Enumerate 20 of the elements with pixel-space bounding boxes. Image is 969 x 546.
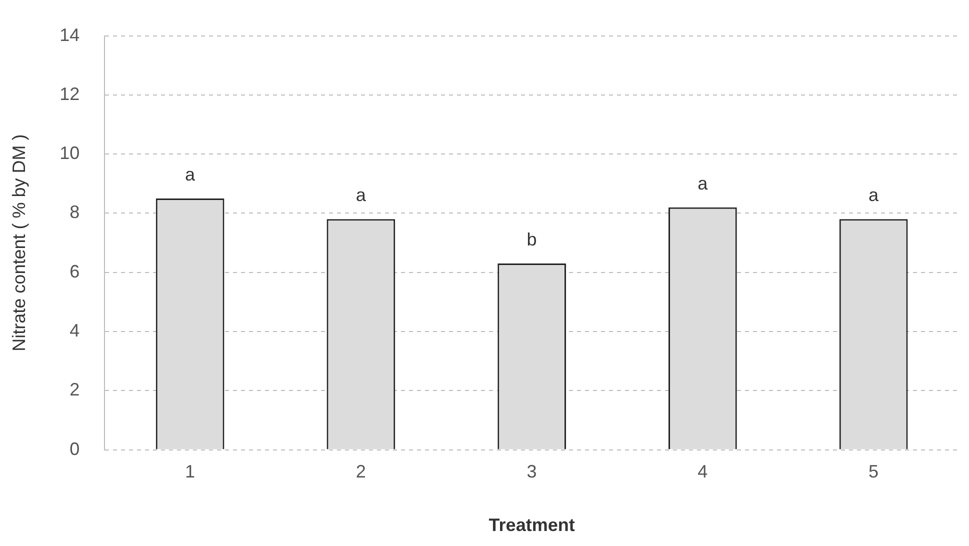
annotation: a xyxy=(185,164,196,184)
y-tick-label: 10 xyxy=(60,143,80,164)
y-tick-label: 0 xyxy=(70,438,80,459)
annotation: b xyxy=(526,229,537,250)
annotation: a xyxy=(868,185,880,206)
x-tick-label: 4 xyxy=(698,462,708,482)
x-tick-label: 3 xyxy=(526,462,537,482)
y-tick-label: 8 xyxy=(70,202,80,222)
y-tick-label: 12 xyxy=(60,84,80,104)
x-tick-label: 2 xyxy=(356,462,366,482)
annotation: a xyxy=(698,173,709,194)
x-tick-label: 5 xyxy=(868,462,879,482)
y-tick-label: 2 xyxy=(70,380,80,400)
y-tick-label: 6 xyxy=(70,261,80,282)
y-tick-label: 14 xyxy=(60,24,80,45)
x-tick-label: 1 xyxy=(185,462,196,482)
annotation: a xyxy=(356,185,367,206)
y-axis-title: Nitrate content ( % by DM ) xyxy=(8,134,29,352)
x-axis-title: Treatment xyxy=(488,515,575,536)
y-tick-label: 4 xyxy=(70,320,80,340)
